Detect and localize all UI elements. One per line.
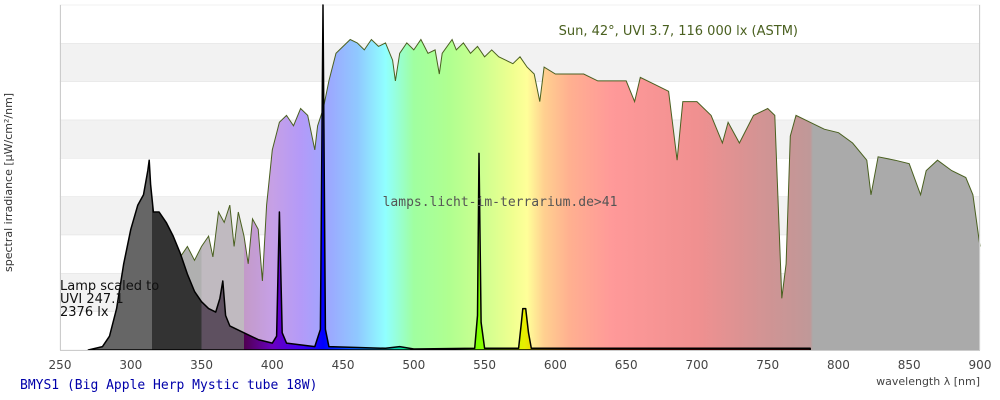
x-tick-label: 750 (756, 358, 779, 372)
y-axis-label: spectral irradiance [µW/cm²/nm] (2, 93, 15, 272)
chart-title: BMYS1 (Big Apple Herp Mystic tube 18W) (20, 378, 317, 393)
x-tick-label: 550 (473, 358, 496, 372)
lamp-label-line-1: Lamp scaled to (60, 279, 159, 294)
x-tick-label: 450 (332, 358, 355, 372)
x-tick-labels: 250 300 350 400 450 500 550 600 650 700 750 800 850 9… (49, 358, 992, 372)
x-tick-label: 800 (827, 358, 850, 372)
sun-series-label: Sun, 42°, UVI 3.7, 116 000 lx (ASTM) (559, 24, 798, 39)
x-tick-label: 600 (544, 358, 567, 372)
x-tick-label: 350 (190, 358, 213, 372)
x-tick-label: 650 (615, 358, 638, 372)
watermark: lamps.licht-im-terrarium.de>41 (383, 195, 618, 210)
x-tick-label: 900 (969, 358, 992, 372)
x-tick-label: 400 (261, 358, 284, 372)
x-tick-label: 700 (685, 358, 708, 372)
x-tick-label: 250 (49, 358, 72, 372)
x-tick-label: 500 (402, 358, 425, 372)
sun-spectrum-line (123, 38, 981, 351)
x-tick-label: 300 (119, 358, 142, 372)
lamp-label-line-3: 2376 lx (60, 305, 109, 320)
x-tick-label: 850 (898, 358, 921, 372)
grid-band (59, 4, 981, 44)
lamp-label-line-2: UVI 247.1 (60, 292, 124, 307)
x-axis-label: wavelength λ [nm] (876, 375, 980, 388)
lamp-spectrum-area (87, 4, 811, 351)
